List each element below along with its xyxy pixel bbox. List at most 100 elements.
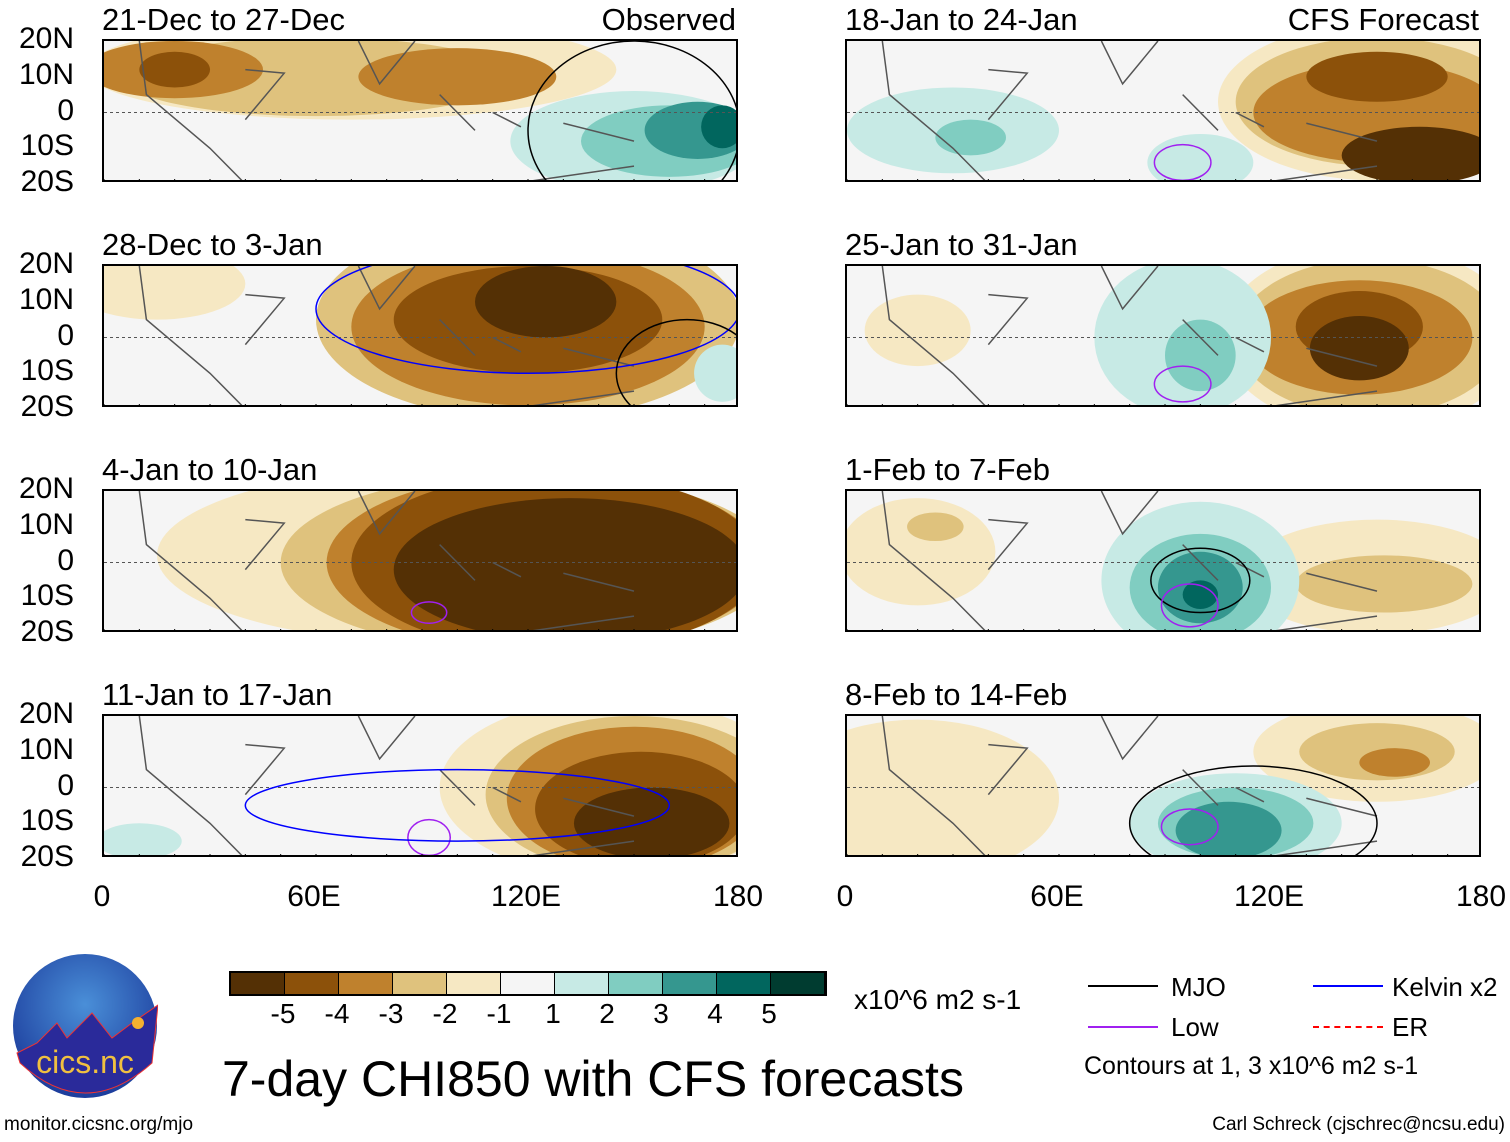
lon-label: 180 (1455, 880, 1507, 913)
anomaly-region (847, 498, 996, 606)
map-panel (102, 39, 738, 182)
lon-label: 180 (712, 880, 764, 913)
lat-label: 0 (57, 318, 74, 352)
lon-label: 120E (1233, 880, 1305, 913)
lat-label: 20N (18, 697, 74, 730)
anomaly-region (1175, 801, 1282, 855)
colorbar-swatch (771, 973, 825, 994)
anomaly-region (1165, 319, 1236, 392)
lat-label: 10S (20, 354, 74, 388)
kelvin-contour (244, 768, 671, 842)
coastline (881, 716, 1378, 855)
lat-label: 0 (57, 543, 74, 577)
colorbar-swatch (231, 973, 285, 994)
anomaly-region (694, 344, 736, 402)
contour-note: Contours at 1, 3 x10^6 m2 s-1 (1084, 1052, 1419, 1080)
panel-title: 1-Feb to 7-Feb (845, 452, 1051, 487)
low-contour (1160, 583, 1219, 628)
panel-title: 25-Jan to 31-Jan (845, 227, 1078, 262)
logo-text: cics.nc (36, 1044, 134, 1080)
colorbar-label: -4 (324, 998, 350, 1029)
legend-low: Low (1171, 1012, 1219, 1042)
lat-label: 0 (57, 768, 74, 802)
colorbar-label: -5 (270, 998, 296, 1029)
legend-er: ER (1392, 1012, 1429, 1042)
anomaly-region (1309, 316, 1409, 381)
map-panel (845, 264, 1481, 407)
anomaly-region (1306, 51, 1448, 102)
panel-title: 11-Jan to 17-Jan (102, 677, 333, 712)
map-panel (102, 489, 738, 632)
low-contour (1153, 143, 1212, 180)
lat-label: 10N (18, 732, 74, 766)
coastline (138, 716, 635, 855)
kelvin-contour (315, 266, 736, 374)
coastline (881, 41, 1378, 180)
mjo-line (1088, 985, 1158, 987)
lat-label: 20N (18, 472, 74, 505)
low-line (1088, 1026, 1158, 1028)
lat-label: 20N (18, 22, 74, 55)
panel-title: 21-Dec to 27-Dec (102, 2, 345, 37)
colorbar-swatch (501, 973, 555, 994)
colorbar-label: -2 (432, 998, 458, 1029)
colorbar-swatch (663, 973, 717, 994)
anomaly-region (907, 512, 964, 542)
legend-mjo: MJO (1171, 972, 1226, 1002)
kelvin-line (1313, 985, 1383, 987)
low-contour (1153, 365, 1212, 403)
anomaly-region (1295, 555, 1473, 613)
colorbar-swatch (555, 973, 609, 994)
coastline (138, 266, 635, 405)
anomaly-region (935, 119, 1006, 156)
colorbar-swatch (339, 973, 393, 994)
panel-tag: Observed (601, 2, 736, 37)
colorbar-label: -1 (486, 998, 512, 1029)
lon-label: 0 (93, 880, 111, 913)
colorbar-swatch (717, 973, 771, 994)
lat-label: 20S (20, 840, 74, 873)
lon-label: 120E (490, 880, 562, 913)
mjo-contour (615, 318, 736, 405)
colorbar-units: x10^6 m2 s-1 (854, 984, 1022, 1015)
lat-label: 20S (20, 390, 74, 423)
map-panel (102, 714, 738, 857)
anomaly-region (475, 266, 617, 338)
map-panel (845, 39, 1481, 182)
low-contour (410, 601, 448, 625)
panel-title: 28-Dec to 3-Jan (102, 227, 323, 262)
lon-label: 60E (1030, 880, 1084, 913)
panel-tag: CFS Forecast (1287, 2, 1479, 37)
figure-title: 7-day CHI850 with CFS forecasts (222, 1051, 964, 1107)
mjo-contour (527, 41, 736, 180)
er-line (1313, 1026, 1383, 1028)
anomaly-region (1359, 748, 1430, 777)
colorbar-swatch (393, 973, 447, 994)
lat-label: 20N (18, 247, 74, 280)
lat-label: 10S (20, 804, 74, 838)
anomaly-region (847, 719, 1059, 855)
lat-label: 10N (18, 507, 74, 541)
lon-label: 60E (287, 880, 341, 913)
lat-label: 20S (20, 165, 74, 198)
low-contour (407, 818, 452, 855)
anomaly-region (864, 294, 971, 367)
colorbar-label: 1 (545, 998, 561, 1029)
cics-logo: cics.nc (13, 954, 158, 1098)
lat-label: 10N (18, 282, 74, 316)
anomaly-region (139, 51, 210, 88)
anomaly-region (701, 105, 736, 149)
colorbar-label: 4 (707, 998, 723, 1029)
mjo-contour (1150, 547, 1251, 614)
panel-title: 18-Jan to 24-Jan (845, 2, 1078, 37)
map-panel (102, 264, 738, 407)
anomaly-region (358, 48, 557, 106)
coastline (881, 266, 1378, 405)
anomaly-region (393, 498, 736, 630)
map-panel (845, 714, 1481, 857)
low-contour (1160, 808, 1219, 846)
lat-label: 10S (20, 579, 74, 613)
lon-label: 0 (836, 880, 854, 913)
credit-text: Carl Schreck (cjschrec@ncsu.edu) (1212, 1114, 1505, 1135)
colorbar-swatch (447, 973, 501, 994)
